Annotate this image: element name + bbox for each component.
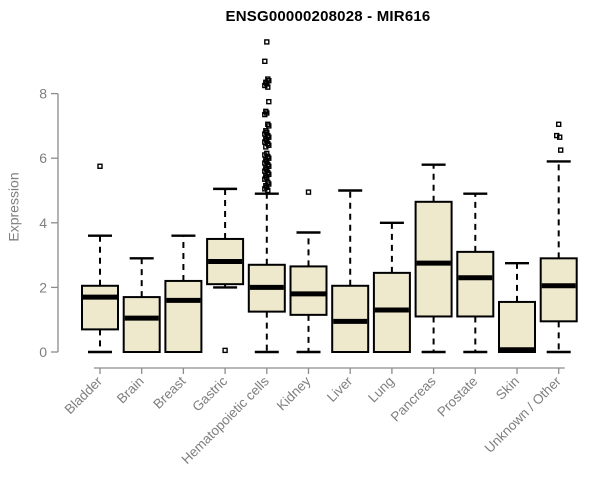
iqr-box — [498, 300, 536, 353]
outlier-point — [266, 123, 272, 129]
outlier-point — [305, 189, 312, 195]
box-breast — [164, 234, 203, 353]
outlier-point — [265, 84, 271, 90]
iqr-box — [414, 200, 453, 318]
box-prostate — [456, 192, 495, 354]
outlier-point — [262, 58, 268, 64]
x-tick-label: Prostate — [434, 374, 480, 420]
outlier-point — [222, 347, 228, 354]
y-tick-label: 8 — [39, 86, 47, 102]
x-tick-label: Unknown / Other — [482, 373, 565, 456]
outlier-point — [262, 111, 268, 118]
chart-title: ENSG00000208028 - MIR616 — [225, 8, 431, 25]
iqr-box — [539, 257, 578, 323]
outlier-point — [262, 176, 268, 182]
outlier-point — [266, 98, 272, 105]
x-tick-label: Liver — [324, 373, 356, 405]
y-tick-label: 2 — [39, 279, 47, 295]
outlier-point — [556, 121, 562, 127]
iqr-box — [81, 284, 119, 331]
x-tick-label: Pancreas — [388, 373, 439, 424]
x-tick-label: Bladder — [62, 373, 106, 417]
box-skin — [498, 261, 536, 353]
outlier-point — [264, 39, 270, 45]
y-axis: 0 2 4 6 8 — [39, 86, 59, 360]
box-lung — [372, 221, 411, 353]
x-tick-label: Kidney — [274, 373, 314, 413]
outlier-point — [97, 163, 103, 169]
iqr-box — [456, 250, 495, 318]
x-tick-label: Breast — [150, 373, 188, 411]
box-hematopoietic-cells — [247, 39, 286, 354]
box-bladder — [81, 163, 119, 354]
outlier-point — [265, 187, 271, 194]
box-kidney — [289, 189, 328, 354]
iqr-box — [164, 279, 203, 353]
y-tick-label: 0 — [39, 344, 47, 360]
outlier-point — [557, 134, 563, 140]
box-brain — [122, 257, 161, 353]
x-tick-label: Gastric — [189, 373, 230, 414]
box-pancreas — [414, 163, 453, 354]
iqr-box — [122, 296, 161, 353]
iqr-box — [289, 265, 328, 316]
x-tick-label: Lung — [365, 374, 397, 406]
x-tick-label: Brain — [114, 374, 147, 407]
outlier-point — [558, 147, 564, 153]
outlier-point — [263, 144, 269, 150]
box-gastric — [206, 187, 245, 354]
y-tick-label: 4 — [39, 215, 47, 231]
box-unknown-other — [539, 121, 578, 354]
y-tick-label: 6 — [39, 150, 47, 166]
box-liver — [331, 189, 370, 353]
x-tick-label: Skin — [493, 374, 522, 403]
